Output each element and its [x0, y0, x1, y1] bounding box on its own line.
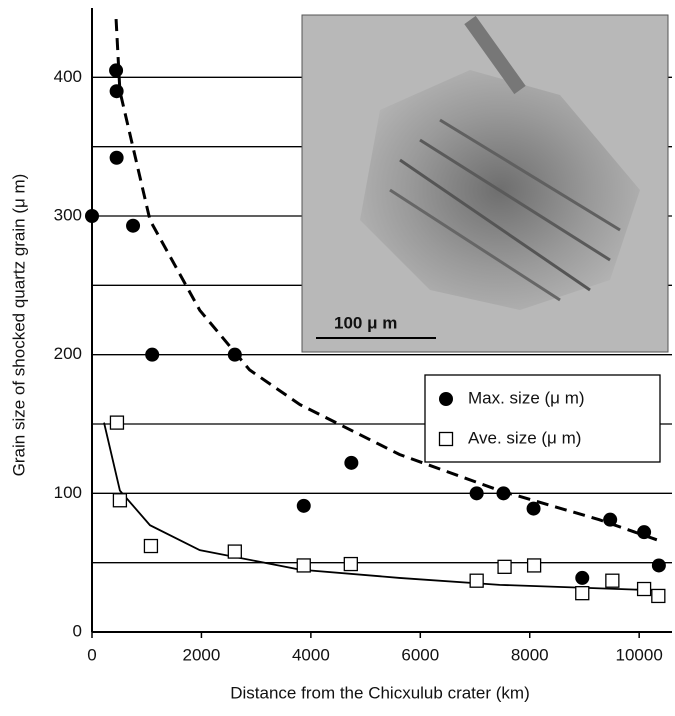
texture	[464, 15, 526, 95]
point	[497, 559, 512, 574]
point	[575, 570, 590, 585]
x-axis-label: Distance from the Chicxulub crater (km)	[230, 683, 529, 702]
point	[469, 573, 484, 588]
point	[651, 558, 666, 573]
y-tick-label: 100	[54, 483, 82, 502]
point	[296, 498, 311, 513]
y-axis-label: Grain size of shocked quartz grain (μ m)	[9, 174, 28, 477]
point	[344, 455, 359, 470]
legend-label: Ave. size (μ m)	[468, 428, 581, 447]
point	[636, 581, 652, 597]
legend-box	[424, 374, 661, 463]
texture	[419, 138, 611, 262]
texture	[389, 188, 561, 302]
x-tick-label: 10000	[616, 645, 663, 664]
point	[126, 218, 141, 233]
point	[109, 84, 124, 99]
x-tick-label: 2000	[183, 645, 221, 664]
x-tick-label: 4000	[292, 645, 330, 664]
point	[526, 501, 541, 516]
x-tick-label: 0	[87, 645, 96, 664]
legend-marker	[438, 431, 454, 447]
point	[496, 486, 511, 501]
legend-label: Max. size (μ m)	[468, 388, 585, 407]
legend-entry: Max. size (μ m)	[439, 388, 585, 407]
fit-line	[114, 19, 660, 542]
point	[575, 586, 590, 601]
data-layer: Max. size (μ m) Ave. size (μ m)	[85, 8, 672, 633]
point	[605, 573, 620, 588]
y-tick-label: 400	[54, 67, 82, 86]
legend-marker	[439, 392, 453, 406]
legend-entry: Ave. size (μ m)	[438, 428, 581, 447]
inset-photo: 100 μ m	[301, 14, 669, 353]
texture	[439, 118, 621, 232]
point	[109, 150, 124, 165]
point	[651, 588, 666, 604]
point	[526, 558, 542, 573]
point	[227, 544, 242, 559]
scale-label: 100 μ m	[334, 313, 397, 332]
point	[227, 347, 242, 362]
point	[143, 538, 159, 554]
point	[637, 525, 652, 540]
point	[109, 63, 124, 78]
texture	[399, 158, 591, 292]
point	[112, 493, 128, 508]
x-tick-label: 8000	[511, 645, 549, 664]
x-tick-label: 6000	[401, 645, 439, 664]
point	[109, 415, 125, 430]
point	[296, 558, 311, 573]
point	[469, 486, 484, 501]
point	[85, 209, 99, 223]
point	[145, 347, 160, 362]
y-tick-label: 200	[54, 344, 82, 363]
y-tick-label: 0	[73, 621, 82, 640]
point	[343, 556, 358, 572]
point	[603, 512, 618, 527]
y-tick-label: 300	[54, 205, 82, 224]
